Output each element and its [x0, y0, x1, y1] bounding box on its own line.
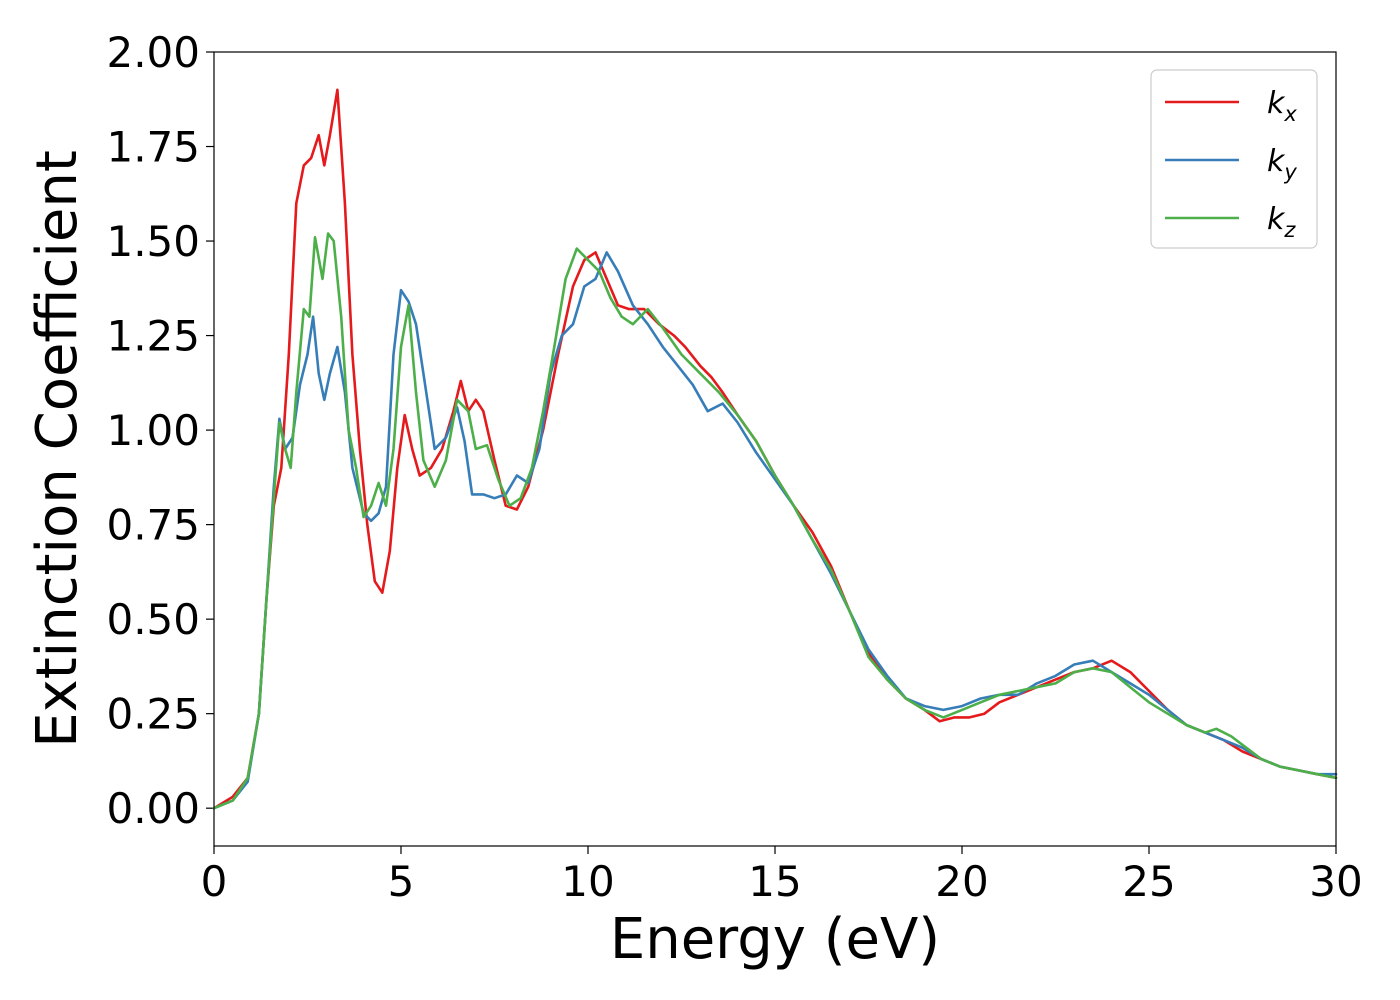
legend-label: ky [1267, 144, 1297, 184]
y-tick-label: 0.00 [106, 784, 200, 833]
legend-label-subscript: z [1283, 218, 1296, 242]
legend-label-main: k [1267, 202, 1286, 237]
y-tick-label: 2.00 [106, 28, 200, 77]
y-axis-label: Extinction Coefficient [25, 150, 90, 748]
plot-frame [213, 51, 1337, 847]
lines-layer [212, 88, 1338, 810]
legend-label-main: k [1267, 86, 1286, 121]
legend-label-subscript: y [1283, 160, 1297, 184]
series-line-ky [212, 251, 1338, 810]
legend-label-subscript: x [1283, 102, 1297, 126]
legend-label: kz [1267, 202, 1296, 242]
y-tick-label: 1.00 [106, 406, 200, 455]
x-tick-label: 5 [388, 857, 415, 906]
x-axis-label: Energy (eV) [610, 907, 940, 972]
y-tick-label: 1.25 [106, 312, 200, 361]
x-tick-label: 25 [1122, 857, 1175, 906]
y-tick-label: 0.25 [106, 690, 200, 739]
x-tick-label: 30 [1309, 857, 1362, 906]
legend-label: kx [1267, 86, 1297, 126]
y-tick-label: 1.75 [106, 123, 200, 172]
legend-label-main: k [1267, 144, 1286, 179]
series-line-kz [212, 232, 1338, 810]
y-tick-label: 0.75 [106, 501, 200, 550]
x-tick-label: 10 [561, 857, 614, 906]
ticks-layer: 0 5 10 15 20 25 30 0.00 0.25 0.50 0.75 1.00 1.25 1.50… [106, 28, 1362, 906]
x-tick-label: 20 [935, 857, 988, 906]
x-tick-label: 15 [748, 857, 801, 906]
y-tick-label: 0.50 [106, 595, 200, 644]
y-tick-label: 1.50 [106, 217, 200, 266]
x-tick-label: 0 [201, 857, 228, 906]
